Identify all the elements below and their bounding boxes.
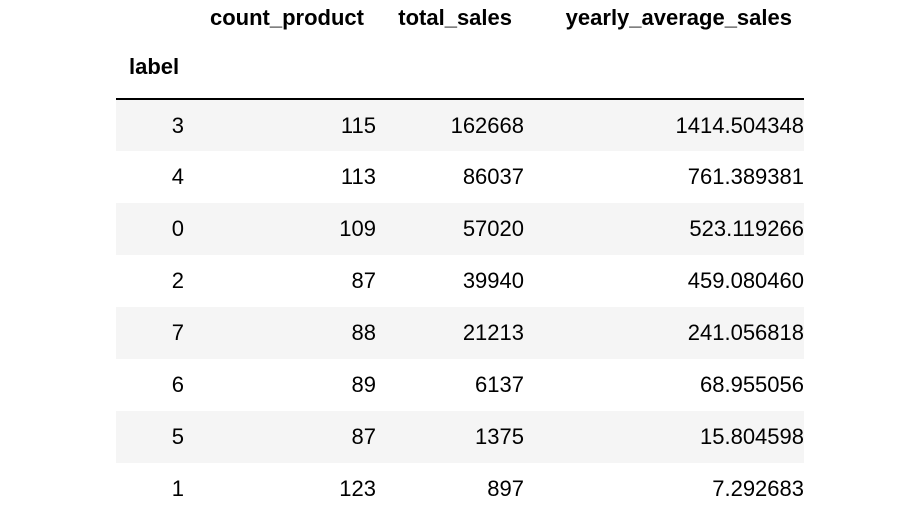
index-name-label: label — [116, 36, 191, 100]
cell-count-product: 115 — [340, 112, 376, 138]
row-index: 7 — [171, 320, 184, 345]
cell-yearly-average-sales: 761.389381 — [687, 164, 804, 189]
header-blank-cell — [116, 0, 191, 36]
index-name-blank-cell — [191, 36, 376, 100]
cell-yearly-average-sales: 68.955056 — [700, 372, 804, 397]
cell-count-product: 89 — [351, 372, 376, 397]
cell-yearly-average-sales: 7.292683 — [712, 476, 804, 501]
table-row: 0 109 57020 523.119266 — [116, 203, 804, 255]
table-row: 3 115 162668 1414.504348 — [116, 99, 804, 151]
cell-total-sales: 1375 — [475, 424, 524, 449]
row-index: 0 — [171, 216, 184, 241]
cell-count-product: 87 — [351, 268, 376, 293]
row-index: 5 — [171, 424, 184, 449]
cell-yearly-average-sales: 523.119266 — [689, 216, 804, 241]
table-body: 3 115 162668 1414.504348 4 113 86037 761… — [116, 99, 804, 515]
row-index: 1 — [171, 476, 184, 501]
cell-count-product: 88 — [351, 320, 376, 345]
cell-yearly-average-sales: 459.080460 — [687, 268, 804, 293]
dataframe-table: count_product total_sales yearly_average… — [116, 0, 804, 515]
row-index: 3 — [171, 112, 184, 138]
dataframe-output: count_product total_sales yearly_average… — [116, 0, 804, 515]
table-row: 5 87 1375 15.804598 — [116, 411, 804, 463]
table-row: 1 123 897 7.292683 — [116, 463, 804, 515]
table-row: 7 88 21213 241.056818 — [116, 307, 804, 359]
column-header-yearly-average-sales: yearly_average_sales — [565, 5, 792, 30]
index-name-blank-cell — [524, 36, 804, 100]
column-header-total-sales: total_sales — [398, 5, 512, 30]
index-name-blank-cell — [376, 36, 524, 100]
cell-count-product: 109 — [339, 216, 376, 241]
table-row: 6 89 6137 68.955056 — [116, 359, 804, 411]
cell-yearly-average-sales: 241.056818 — [687, 320, 804, 345]
table-row: 2 87 39940 459.080460 — [116, 255, 804, 307]
row-index: 6 — [171, 372, 184, 397]
cell-total-sales: 86037 — [462, 164, 524, 189]
row-index: 4 — [171, 164, 184, 189]
cell-yearly-average-sales: 15.804598 — [700, 424, 804, 449]
cell-count-product: 87 — [351, 424, 376, 449]
cell-yearly-average-sales: 1414.504348 — [675, 112, 804, 138]
table-row: 4 113 86037 761.389381 — [116, 151, 804, 203]
cell-total-sales: 21213 — [462, 320, 524, 345]
cell-total-sales: 57020 — [462, 216, 524, 241]
column-header-count-product: count_product — [210, 5, 364, 30]
cell-count-product: 123 — [339, 476, 376, 501]
cell-total-sales: 897 — [487, 476, 524, 501]
column-header-row: count_product total_sales yearly_average… — [116, 0, 804, 36]
cell-total-sales: 39940 — [462, 268, 524, 293]
cell-count-product: 113 — [340, 164, 376, 189]
index-name-row: label — [116, 36, 804, 100]
cell-total-sales: 6137 — [475, 372, 524, 397]
row-index: 2 — [171, 268, 184, 293]
cell-total-sales: 162668 — [450, 112, 524, 138]
